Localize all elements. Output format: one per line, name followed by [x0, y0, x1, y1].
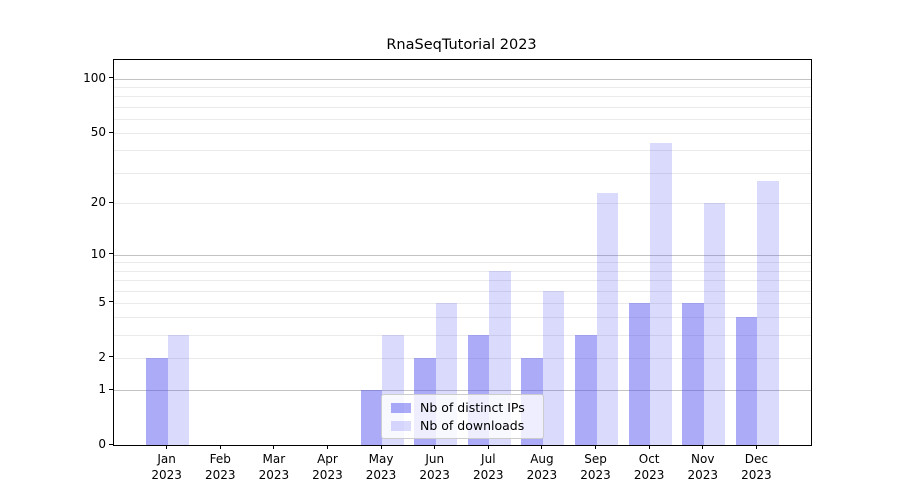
x-tick — [273, 445, 275, 449]
x-tick — [648, 445, 650, 449]
x-tick — [702, 445, 704, 449]
bar — [682, 302, 704, 445]
bar — [650, 142, 672, 445]
x-tick-label: Jan 2023 — [151, 452, 182, 482]
plot-area: Nb of distinct IPs Nb of downloads — [113, 59, 812, 446]
y-tick-label: 10 — [90, 246, 106, 261]
legend-swatch — [391, 402, 411, 413]
y-tick — [109, 77, 113, 79]
minor-gridline — [114, 96, 811, 98]
x-tick — [219, 445, 221, 449]
bar — [146, 357, 168, 445]
bar — [735, 317, 758, 445]
x-tick-label: Oct 2023 — [633, 452, 665, 482]
minor-gridline — [114, 270, 811, 272]
bar — [596, 192, 619, 445]
legend-swatch — [391, 420, 411, 431]
x-tick — [755, 445, 757, 449]
legend-label: Nb of distinct IPs — [420, 400, 525, 415]
x-tick-label: Feb 2023 — [204, 452, 236, 482]
y-tick-label: 100 — [83, 70, 106, 85]
bar — [167, 335, 190, 445]
minor-gridline — [114, 302, 811, 304]
minor-gridline — [114, 150, 811, 152]
legend-item: Nb of downloads — [391, 418, 534, 433]
y-tick-label: 20 — [90, 195, 106, 210]
major-gridline — [114, 254, 811, 256]
minor-gridline — [114, 87, 811, 89]
chart-title: RnaSeqTutorial 2023 — [386, 37, 537, 53]
y-tick — [109, 253, 113, 255]
minor-gridline — [114, 106, 811, 108]
bar — [575, 335, 597, 445]
bar — [703, 203, 726, 445]
bar — [542, 290, 565, 445]
x-tick — [166, 445, 168, 449]
x-tick — [595, 445, 597, 449]
bar — [360, 390, 383, 445]
y-tick — [109, 388, 113, 390]
x-tick-label: Jun 2023 — [419, 452, 450, 482]
x-tick — [326, 445, 328, 449]
y-tick-label: 0 — [98, 437, 106, 451]
x-tick-label: Apr 2023 — [312, 452, 343, 482]
y-tick — [109, 356, 113, 358]
y-tick — [109, 301, 113, 303]
x-tick — [380, 445, 382, 449]
minor-gridline — [114, 280, 811, 281]
x-tick — [487, 445, 489, 449]
legend-item: Nb of distinct IPs — [391, 400, 534, 415]
y-tick-label: 2 — [98, 349, 106, 364]
minor-gridline — [114, 357, 811, 359]
minor-gridline — [114, 290, 811, 292]
legend-label: Nb of downloads — [420, 418, 525, 433]
major-gridline — [114, 78, 811, 80]
minor-gridline — [114, 172, 811, 174]
minor-gridline — [114, 133, 811, 135]
minor-gridline — [114, 317, 811, 319]
y-tick-label: 5 — [98, 294, 106, 309]
legend: Nb of distinct IPs Nb of downloads — [381, 394, 544, 439]
x-tick-label: Dec 2023 — [741, 452, 772, 482]
minor-gridline — [114, 335, 811, 336]
x-tick-label: Aug 2023 — [526, 452, 558, 482]
x-tick — [541, 445, 543, 449]
x-tick-label: Mar 2023 — [258, 452, 290, 482]
y-tick — [109, 201, 113, 203]
y-tick — [109, 131, 113, 133]
x-tick-label: Sep 2023 — [580, 452, 611, 482]
x-tick — [434, 445, 436, 449]
y-tick-label: 1 — [98, 382, 106, 396]
x-tick-label: May 2023 — [365, 452, 397, 482]
minor-gridline — [114, 118, 811, 120]
bar — [628, 302, 651, 445]
x-tick-label: Nov 2023 — [687, 452, 719, 482]
major-gridline — [114, 390, 811, 391]
y-tick-label: 50 — [90, 125, 106, 140]
y-tick — [109, 443, 113, 445]
bar — [757, 180, 779, 445]
x-tick-label: Jul 2023 — [473, 452, 504, 482]
minor-gridline — [114, 262, 811, 264]
minor-gridline — [114, 203, 811, 205]
